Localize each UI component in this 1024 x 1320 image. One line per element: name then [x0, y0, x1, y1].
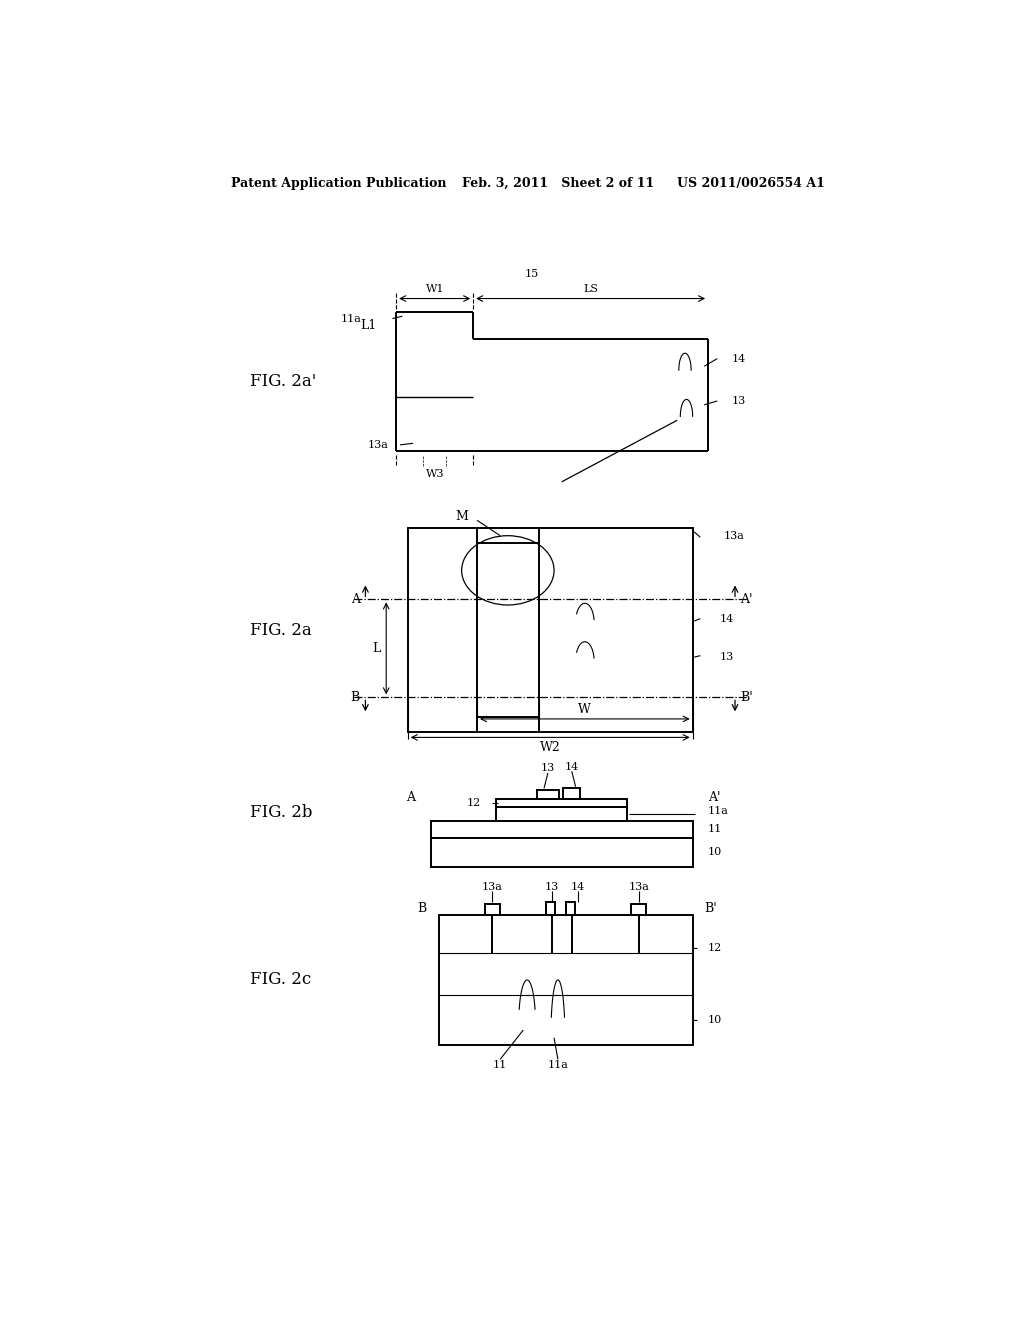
Text: 12: 12	[467, 797, 481, 808]
Text: 11: 11	[493, 1060, 507, 1069]
Text: L1: L1	[360, 319, 377, 333]
Text: 10: 10	[708, 847, 722, 857]
Text: 14: 14	[570, 882, 585, 892]
Bar	[546, 903, 555, 915]
Text: FIG. 2a: FIG. 2a	[250, 622, 311, 639]
Bar	[408, 528, 692, 733]
Text: 13: 13	[720, 652, 734, 663]
Bar	[497, 799, 628, 807]
Text: 13a: 13a	[724, 531, 744, 541]
Text: W2: W2	[540, 741, 560, 754]
Text: 12: 12	[708, 944, 722, 953]
Text: W1: W1	[425, 284, 444, 294]
Text: M: M	[456, 510, 468, 523]
Text: 13a: 13a	[629, 882, 649, 892]
Text: B: B	[418, 902, 427, 915]
Text: 15: 15	[524, 269, 539, 279]
Text: FIG. 2c: FIG. 2c	[250, 972, 311, 989]
Text: Patent Application Publication: Patent Application Publication	[230, 177, 446, 190]
Text: Feb. 3, 2011   Sheet 2 of 11: Feb. 3, 2011 Sheet 2 of 11	[462, 177, 654, 190]
Text: 13a: 13a	[368, 440, 388, 450]
Text: 10: 10	[708, 1015, 722, 1026]
Bar	[497, 807, 628, 821]
Text: 14: 14	[564, 762, 579, 772]
Text: FIG. 2a': FIG. 2a'	[250, 374, 316, 391]
Text: B: B	[351, 690, 360, 704]
Text: 11: 11	[708, 824, 722, 834]
Text: L: L	[373, 642, 381, 655]
Text: 11a: 11a	[548, 1060, 568, 1069]
Bar	[431, 821, 692, 838]
Bar	[438, 915, 692, 1045]
Text: 14: 14	[731, 354, 745, 363]
Bar	[565, 903, 574, 915]
Text: 13a: 13a	[482, 882, 503, 892]
Text: W3: W3	[425, 469, 444, 479]
Text: A': A'	[708, 791, 721, 804]
Text: 14: 14	[720, 614, 734, 623]
Bar	[484, 904, 500, 915]
Text: A': A'	[740, 593, 753, 606]
Text: B': B'	[705, 902, 717, 915]
Text: 11a: 11a	[708, 807, 729, 816]
Text: A: A	[407, 791, 416, 804]
Text: 11a: 11a	[341, 314, 361, 323]
Text: US 2011/0026554 A1: US 2011/0026554 A1	[677, 177, 825, 190]
Text: A: A	[351, 593, 360, 606]
Bar	[431, 838, 692, 867]
Text: FIG. 2b: FIG. 2b	[250, 804, 312, 821]
Text: 13: 13	[545, 882, 559, 892]
Text: 13: 13	[541, 763, 555, 774]
Text: 13: 13	[731, 396, 745, 407]
Text: LS: LS	[583, 284, 598, 294]
Text: B': B'	[740, 690, 753, 704]
Bar	[563, 788, 581, 799]
Bar	[631, 904, 646, 915]
Text: W: W	[579, 704, 591, 717]
Bar	[538, 789, 559, 799]
